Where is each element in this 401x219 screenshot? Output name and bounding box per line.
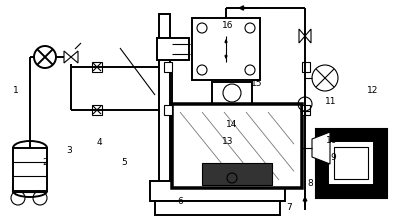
Text: 15: 15 (251, 79, 262, 88)
Text: 5: 5 (122, 157, 127, 167)
Bar (157, 38, 189, 60)
Text: 8: 8 (308, 179, 313, 189)
Text: 1: 1 (13, 86, 19, 95)
Bar (192, 18, 260, 80)
Polygon shape (312, 132, 330, 164)
Bar (212, 82, 252, 104)
Text: 9: 9 (330, 153, 336, 162)
Bar (150, 181, 285, 201)
Bar (302, 105, 310, 115)
Text: 6: 6 (178, 197, 183, 206)
Bar (334, 147, 368, 179)
Bar (92, 62, 102, 72)
Text: 4: 4 (97, 138, 102, 147)
Bar (159, 14, 170, 185)
Bar (164, 62, 172, 72)
Text: 11: 11 (325, 97, 336, 106)
Bar (92, 105, 102, 115)
Text: 13: 13 (222, 137, 233, 147)
Bar (302, 62, 310, 72)
Text: 7: 7 (286, 203, 292, 212)
Polygon shape (305, 29, 311, 43)
Bar (164, 105, 172, 115)
Bar (328, 141, 374, 185)
Text: 12: 12 (367, 86, 379, 95)
Text: 14: 14 (226, 120, 237, 129)
Text: 3: 3 (66, 145, 72, 155)
Text: 10: 10 (326, 136, 337, 145)
Bar (172, 104, 302, 188)
Text: 2: 2 (42, 157, 48, 167)
Bar (155, 201, 280, 215)
Text: 16: 16 (222, 21, 233, 30)
Polygon shape (64, 51, 71, 63)
Polygon shape (71, 51, 78, 63)
Polygon shape (299, 29, 305, 43)
Bar (202, 163, 272, 185)
Bar (13, 148, 47, 191)
Bar (320, 133, 382, 193)
